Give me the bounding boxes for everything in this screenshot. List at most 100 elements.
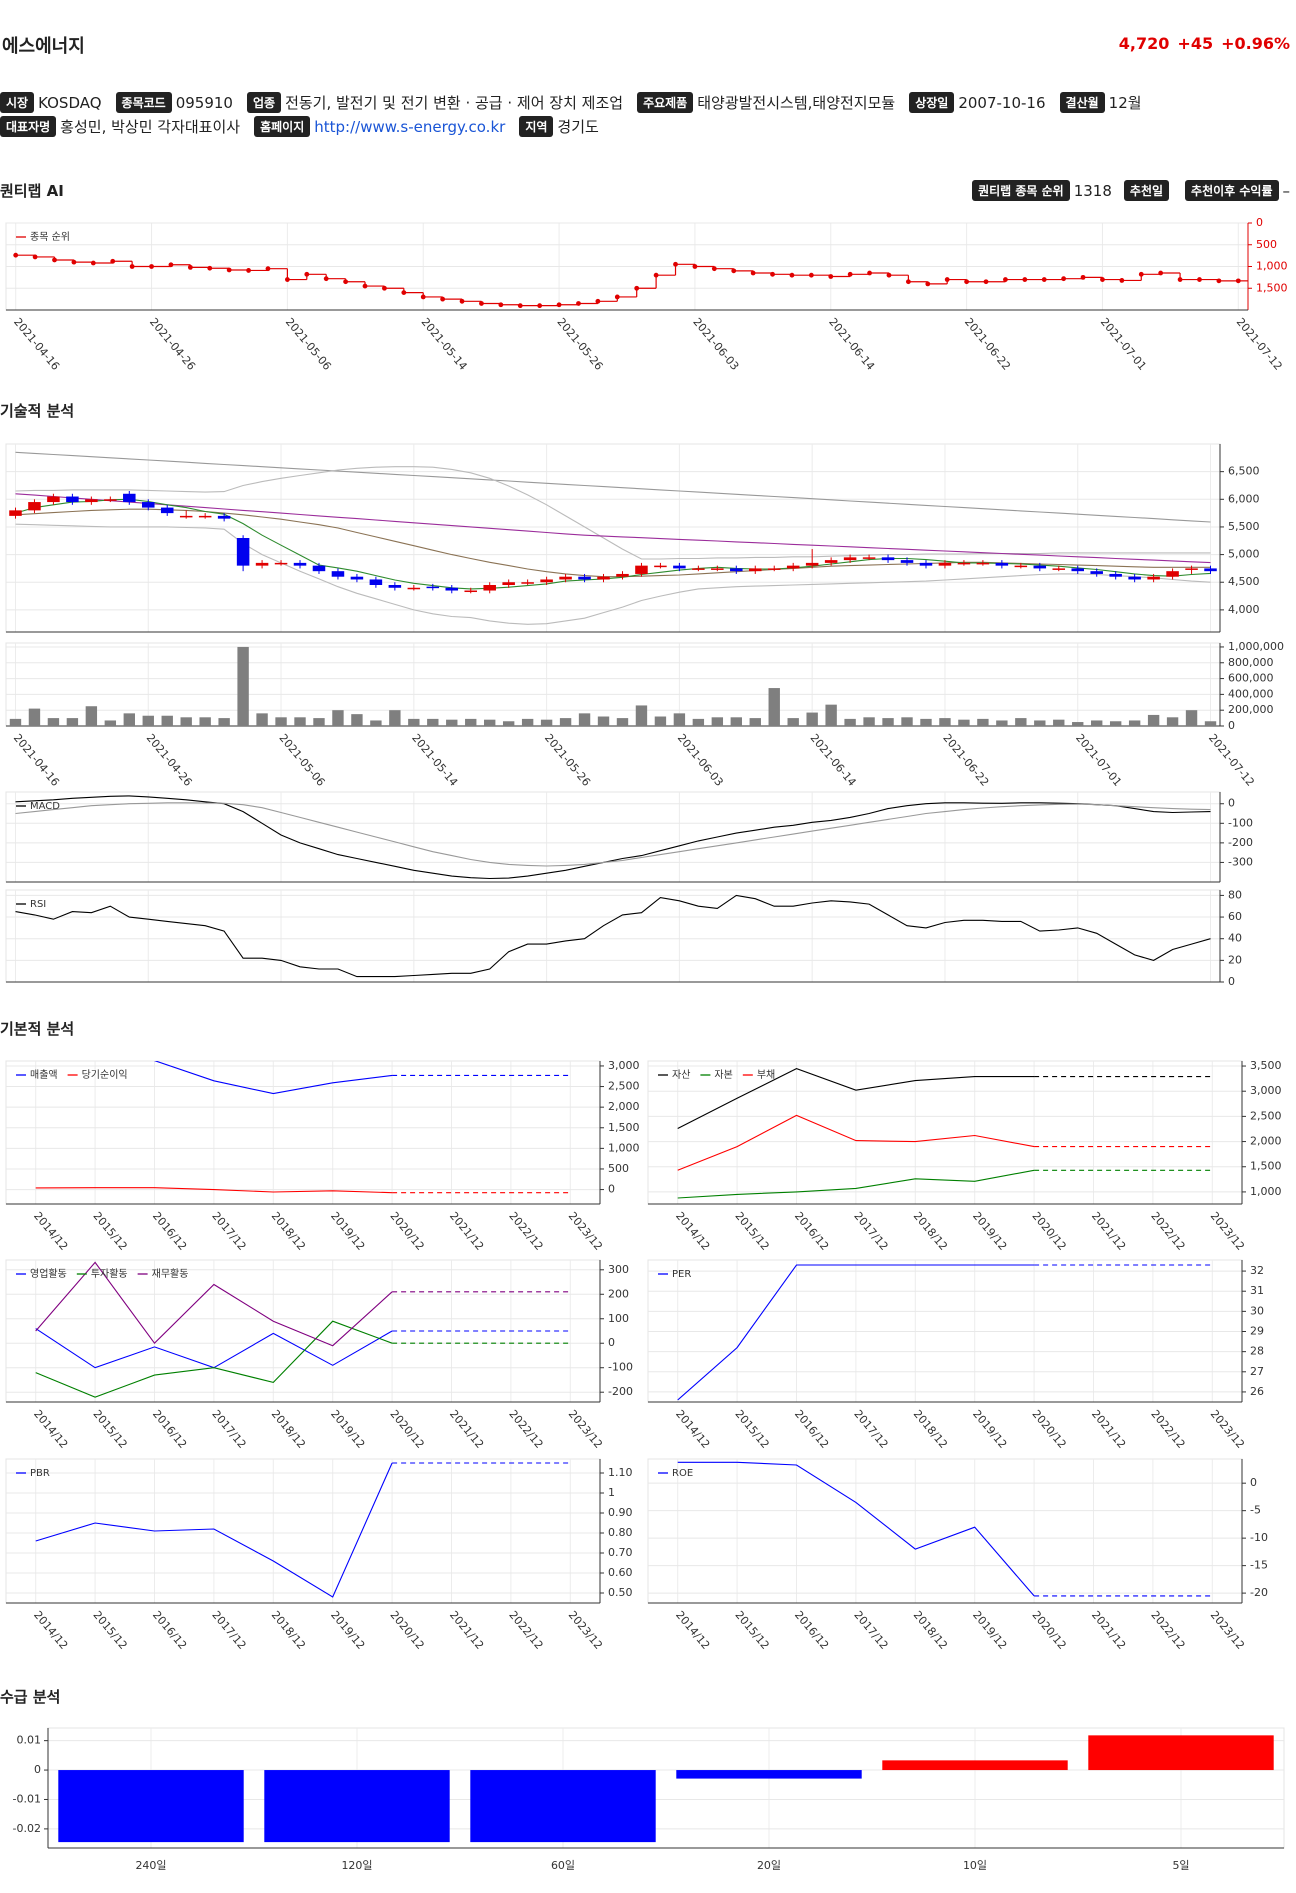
bar bbox=[882, 718, 894, 726]
bar bbox=[389, 710, 401, 726]
rank-point bbox=[711, 266, 717, 272]
x-tick-label: 2014/12 bbox=[673, 1408, 712, 1451]
candle-body bbox=[502, 582, 515, 585]
x-tick-label: 2023/12 bbox=[1208, 1210, 1247, 1253]
x-tick-label: 20일 bbox=[757, 1858, 781, 1872]
y-tick-label: -0.01 bbox=[13, 1792, 41, 1805]
bar bbox=[123, 713, 135, 726]
candle-body bbox=[540, 579, 553, 583]
x-tick-label: 2021-05-14 bbox=[419, 316, 470, 373]
rank-point bbox=[1138, 271, 1144, 277]
candle-body bbox=[66, 496, 79, 503]
y-tick-label: 0 bbox=[1228, 975, 1235, 988]
bar bbox=[1034, 720, 1046, 726]
y-tick-label: -0.02 bbox=[13, 1822, 41, 1835]
info-label: 결산월 bbox=[1059, 92, 1105, 113]
bar bbox=[264, 1770, 450, 1843]
bar bbox=[1072, 722, 1084, 726]
bar bbox=[787, 718, 799, 726]
y-tick-label: -20 bbox=[1250, 1586, 1268, 1599]
y-tick-label: 27 bbox=[1250, 1365, 1264, 1378]
legend-label: RSI bbox=[30, 899, 46, 910]
y-tick-label: 0 bbox=[608, 1183, 615, 1196]
candle-body bbox=[104, 499, 117, 501]
candle-body bbox=[28, 502, 41, 511]
rank-point bbox=[1041, 277, 1047, 282]
legend-label: 부채 bbox=[757, 1069, 775, 1081]
x-tick-label: 2018/12 bbox=[911, 1408, 950, 1451]
y-tick-label: 2,500 bbox=[608, 1080, 640, 1093]
rank-point bbox=[110, 258, 116, 264]
y-tick-label: -100 bbox=[1228, 816, 1253, 829]
x-tick-label: 2016/12 bbox=[792, 1408, 831, 1451]
rank-point bbox=[595, 298, 601, 304]
x-tick-label: 2021-04-26 bbox=[147, 316, 198, 373]
rank-point bbox=[1197, 277, 1202, 282]
candle-body bbox=[483, 585, 496, 591]
x-tick-label: 120일 bbox=[341, 1858, 372, 1872]
x-tick-label: 2023/12 bbox=[566, 1210, 605, 1253]
legend-label: 종목 순위 bbox=[30, 230, 70, 243]
candle-body bbox=[1052, 568, 1066, 570]
x-tick-label: 2023/12 bbox=[566, 1609, 605, 1652]
rank-point bbox=[1216, 278, 1222, 284]
bar bbox=[1147, 714, 1160, 726]
quant-value: – bbox=[1282, 181, 1291, 200]
candle-body bbox=[369, 579, 383, 585]
x-tick-label: 2021-05-26 bbox=[542, 732, 593, 789]
x-tick-label: 2018/12 bbox=[269, 1609, 308, 1652]
rank-point bbox=[362, 283, 368, 289]
x-tick-label: 60일 bbox=[551, 1858, 575, 1872]
candle-body bbox=[635, 565, 648, 574]
info-value: KOSDAQ bbox=[38, 93, 102, 112]
candle-body bbox=[179, 515, 193, 518]
rank-point bbox=[653, 272, 659, 278]
rank-point bbox=[789, 272, 795, 278]
y-tick-label: 300 bbox=[608, 1263, 629, 1276]
series-line bbox=[35, 1261, 393, 1347]
candle-body bbox=[142, 502, 155, 508]
x-tick-label: 2020/12 bbox=[1030, 1408, 1069, 1451]
x-tick-label: 2022/12 bbox=[1148, 1408, 1187, 1451]
bar bbox=[863, 717, 875, 726]
rank-point bbox=[440, 296, 446, 302]
candle-body bbox=[426, 586, 440, 589]
candle-body bbox=[711, 568, 724, 570]
bar bbox=[1185, 710, 1198, 726]
y-tick-label: 1,000 bbox=[608, 1141, 640, 1154]
rank-point bbox=[343, 279, 349, 285]
x-tick-label: 2021/12 bbox=[447, 1408, 486, 1451]
candle-body bbox=[1166, 571, 1179, 577]
y-tick-label: 1,500 bbox=[608, 1121, 640, 1134]
candle-body bbox=[274, 562, 288, 565]
info-row: 대표자명 홍성민, 박상민 각자대표이사 홈페이지 http://www.s-ener… bbox=[0, 116, 599, 137]
homepage-link[interactable]: http://www.s-energy.co.kr bbox=[314, 117, 506, 136]
bar bbox=[1088, 1735, 1274, 1771]
bar bbox=[920, 718, 932, 726]
x-tick-label: 2020/12 bbox=[1030, 1210, 1069, 1253]
rank-point bbox=[1100, 277, 1105, 282]
bar bbox=[237, 646, 249, 726]
bar bbox=[1166, 717, 1179, 726]
x-tick-label: 2021/12 bbox=[1089, 1609, 1128, 1652]
bar bbox=[85, 706, 98, 726]
candle-body bbox=[521, 582, 534, 584]
y-tick-label: 28 bbox=[1250, 1345, 1264, 1358]
bar bbox=[635, 705, 648, 726]
candle-body bbox=[160, 507, 174, 514]
series-line bbox=[153, 1061, 393, 1095]
rank-point bbox=[847, 271, 853, 277]
candle-body bbox=[559, 576, 572, 580]
y-tick-label: 200,000 bbox=[1228, 703, 1274, 716]
bar bbox=[66, 718, 79, 726]
bar bbox=[161, 715, 173, 726]
y-tick-label: 0 bbox=[1228, 719, 1235, 732]
y-tick-label: 31 bbox=[1250, 1284, 1264, 1297]
bar bbox=[470, 1770, 656, 1843]
y-tick-label: 0 bbox=[1250, 1476, 1257, 1489]
bar bbox=[47, 718, 60, 726]
bar bbox=[446, 719, 458, 726]
series-line bbox=[35, 1187, 393, 1194]
